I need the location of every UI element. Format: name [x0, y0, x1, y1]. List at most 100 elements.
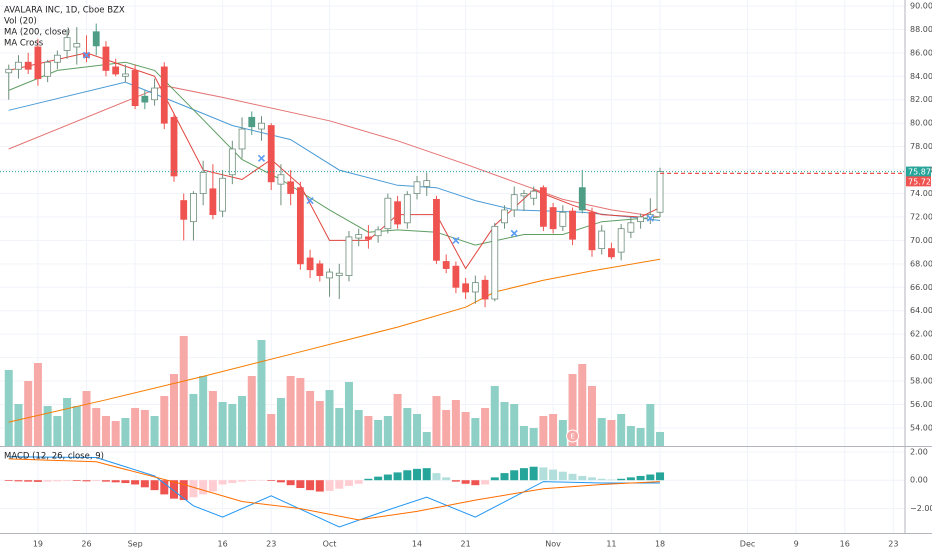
volume-bar [422, 432, 431, 446]
macd-histogram-bar [24, 480, 33, 482]
candle-body [462, 283, 470, 293]
cross-marker [257, 154, 266, 162]
y-tick-label: 72.00 [910, 212, 932, 221]
macd-histogram-bar [442, 477, 451, 481]
y-tick-label: 0.00 [910, 476, 928, 485]
volume-bar [374, 420, 383, 446]
y-tick-label: 86.00 [910, 48, 932, 57]
volume-bar [315, 401, 324, 446]
cross-marker [306, 196, 314, 205]
volume-bar [461, 412, 470, 446]
candle-body [121, 73, 129, 77]
candle-body [287, 181, 295, 194]
x-tick-label: 26 [81, 540, 91, 549]
volume-bar [170, 374, 179, 446]
volume-bar [111, 421, 120, 446]
macd-histogram-bar [72, 480, 81, 481]
x-tick-label: Oct [323, 540, 337, 549]
indicator-line [8, 61, 661, 246]
volume-bar [558, 420, 567, 446]
volume-bar [218, 402, 227, 446]
volume-bar [63, 398, 72, 446]
candle-body [170, 116, 178, 177]
volume-bar [597, 418, 606, 446]
macd-histogram-bar [490, 477, 499, 481]
volume-bar [510, 404, 519, 446]
macd-histogram-bar [140, 480, 149, 488]
x-tick-label: 14 [412, 540, 422, 549]
macd-histogram-bar [374, 476, 383, 481]
macd-histogram-bar [170, 480, 179, 499]
macd-histogram-bar [626, 477, 635, 481]
candle-body [151, 87, 158, 101]
y-tick-label: 74.00 [910, 189, 932, 198]
candle-body [296, 187, 304, 265]
volume-bar [199, 376, 208, 446]
macd-histogram-bar [636, 475, 645, 481]
candle-body [316, 263, 324, 276]
candle-body [92, 31, 100, 47]
volume-bar [179, 336, 188, 446]
volume-bar [238, 396, 247, 446]
macd-histogram-bar [471, 480, 480, 486]
macd-histogram-bar [53, 480, 62, 482]
y-tick-label: 78.00 [910, 142, 932, 151]
volume-bar [413, 414, 422, 446]
cross-marker [646, 214, 654, 222]
indicator-line [8, 52, 661, 270]
macd-histogram-bar [218, 480, 227, 485]
candle-body [520, 193, 528, 197]
indicator-line [8, 456, 660, 528]
candle-body [598, 230, 606, 250]
macd-histogram-bar [607, 479, 616, 481]
volume-bar [208, 391, 217, 446]
x-tick-label: 23 [888, 540, 898, 549]
y-tick-label: 54.00 [910, 423, 932, 432]
candle-body [394, 201, 401, 225]
macd-histogram-bar [568, 473, 577, 481]
price-label: 75.72 [908, 177, 931, 186]
candle-body [248, 116, 256, 128]
candle-body [180, 200, 188, 220]
candle-body [355, 234, 363, 239]
volume-bar [53, 416, 62, 446]
macd-histogram-bar [656, 472, 665, 481]
volume-bar [189, 394, 198, 446]
volume-bar [607, 420, 616, 446]
candle-body [491, 225, 499, 300]
volume-bar [568, 374, 577, 446]
candle-body [656, 171, 664, 213]
macd-histogram-bar [267, 480, 276, 481]
macd-histogram-bar [432, 473, 441, 481]
volume-bar [4, 370, 13, 446]
y-tick-label: 56.00 [910, 400, 932, 409]
y-tick-label: 2.00 [910, 447, 928, 456]
volume-bar [24, 381, 33, 446]
volume-bar [286, 376, 295, 446]
candle-body [608, 248, 615, 258]
macd-histogram-bar [364, 478, 373, 481]
macd-histogram-bar [597, 478, 606, 481]
macd-histogram-bar [4, 480, 13, 481]
volume-bar [72, 406, 81, 446]
x-tick-label: 19 [33, 540, 43, 549]
volume-bar [451, 400, 460, 446]
candle-body [569, 210, 576, 240]
candle-body [637, 216, 644, 223]
macd-histogram-bar [451, 480, 460, 482]
volume-bar [101, 416, 110, 446]
macd-histogram-bar [393, 472, 402, 481]
y-tick-label: 60.00 [910, 353, 932, 362]
volume-bar [33, 363, 42, 446]
earnings-marker [566, 429, 580, 443]
candle-body [131, 70, 139, 107]
x-tick-label: 21 [461, 540, 471, 549]
macd-histogram-bar [481, 480, 490, 485]
volume-bar [636, 428, 645, 446]
macd-histogram-bar [344, 480, 353, 486]
candle-body [345, 236, 353, 276]
macd-histogram-bar [461, 480, 470, 484]
macd-histogram-bar [646, 474, 655, 481]
volume-bar [432, 396, 441, 446]
volume-bar [247, 376, 256, 446]
